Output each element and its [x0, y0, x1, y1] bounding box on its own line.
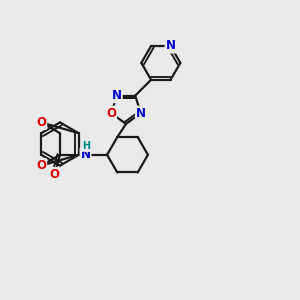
Text: N: N [166, 40, 176, 52]
Text: N: N [136, 106, 146, 120]
Text: O: O [36, 159, 46, 172]
Text: O: O [106, 106, 116, 120]
Text: O: O [36, 116, 46, 129]
Text: N: N [80, 148, 91, 161]
Text: H: H [82, 141, 90, 152]
Text: O: O [50, 168, 60, 181]
Text: N: N [112, 89, 122, 102]
